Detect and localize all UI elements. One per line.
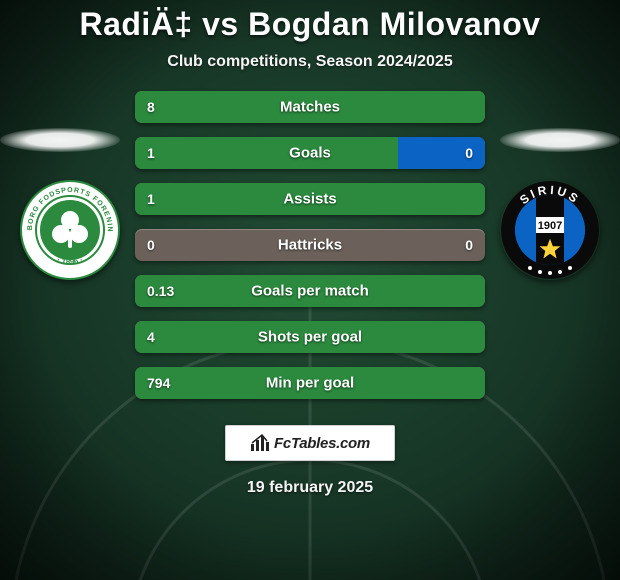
shadow-left	[0, 128, 120, 152]
stat-bar-left	[135, 137, 398, 169]
stat-value-left: 0	[147, 237, 155, 253]
stat-value-left: 794	[147, 375, 170, 391]
stat-label: Matches	[280, 99, 340, 116]
svg-text:1907: 1907	[538, 220, 562, 232]
team-left-badge: VIBORG FODSPORTS FORENING · 1896 ·	[20, 180, 120, 280]
stat-label: Hattricks	[278, 237, 342, 254]
stat-row: Hattricks 0 0	[135, 229, 485, 261]
stats-bars: Matches 8 Goals 1 0 Assists 1 Hattricks 0 0 Goals …	[135, 91, 485, 399]
chart-icon	[250, 434, 270, 452]
stat-row: Goals 1 0	[135, 137, 485, 169]
stat-value-left: 0.13	[147, 283, 174, 299]
stat-row: Goals per match 0.13	[135, 275, 485, 307]
stat-row: Matches 8	[135, 91, 485, 123]
stat-row: Min per goal 794	[135, 367, 485, 399]
stat-label: Assists	[283, 191, 336, 208]
shadow-right	[500, 128, 620, 152]
page-title: RadiÄ‡ vs Bogdan Milovanov	[0, 6, 620, 43]
stat-label: Shots per goal	[258, 329, 362, 346]
stat-value-left: 8	[147, 99, 155, 115]
stat-row: Assists 1	[135, 183, 485, 215]
stat-label: Goals	[289, 145, 331, 162]
stat-label: Min per goal	[266, 375, 354, 392]
viborg-logo-icon: VIBORG FODSPORTS FORENING · 1896 ·	[20, 180, 120, 280]
date-text: 19 february 2025	[0, 479, 620, 497]
subtitle: Club competitions, Season 2024/2025	[0, 53, 620, 71]
branding-badge[interactable]: FcTables.com	[225, 425, 395, 461]
team-right-badge: 1907 SIRIUS	[500, 180, 600, 280]
sirius-logo-icon: 1907 SIRIUS	[500, 180, 600, 280]
branding-text: FcTables.com	[274, 435, 370, 452]
stat-value-right: 0	[465, 237, 473, 253]
stat-label: Goals per match	[251, 283, 369, 300]
stat-value-left: 4	[147, 329, 155, 345]
stat-row: Shots per goal 4	[135, 321, 485, 353]
stat-value-right: 0	[465, 145, 473, 161]
stat-value-left: 1	[147, 191, 155, 207]
stat-value-left: 1	[147, 145, 155, 161]
